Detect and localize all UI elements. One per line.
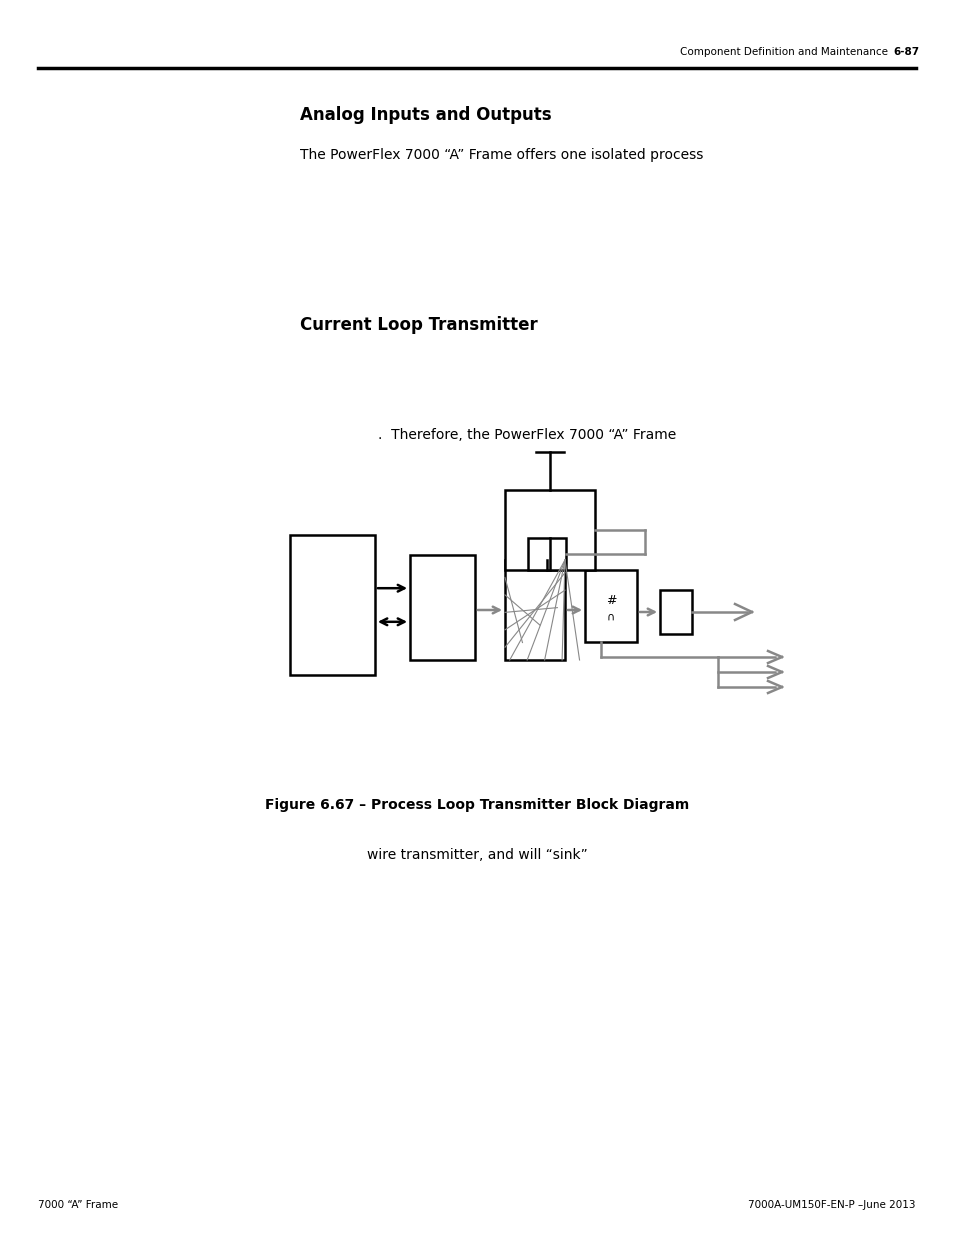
Text: Component Definition and Maintenance: Component Definition and Maintenance	[679, 47, 887, 57]
Bar	[504, 559, 564, 659]
Text: Analog Inputs and Outputs: Analog Inputs and Outputs	[299, 106, 551, 124]
Bar	[290, 535, 375, 676]
Text: Current Loop Transmitter: Current Loop Transmitter	[299, 316, 537, 333]
Text: ∩: ∩	[606, 611, 615, 621]
Bar	[584, 571, 637, 642]
Text: 7000 “A” Frame: 7000 “A” Frame	[38, 1200, 118, 1210]
Text: 7000A-UM150F-EN-P –June 2013: 7000A-UM150F-EN-P –June 2013	[748, 1200, 915, 1210]
Bar	[410, 555, 475, 659]
Text: The PowerFlex 7000 “A” Frame offers one isolated process: The PowerFlex 7000 “A” Frame offers one …	[299, 148, 702, 162]
Bar	[504, 490, 595, 571]
Text: #: #	[605, 594, 616, 606]
Text: .  Therefore, the PowerFlex 7000 “A” Frame: . Therefore, the PowerFlex 7000 “A” Fram…	[377, 429, 676, 442]
Text: Figure 6.67 – Process Loop Transmitter Block Diagram: Figure 6.67 – Process Loop Transmitter B…	[265, 798, 688, 811]
Text: 6-87: 6-87	[892, 47, 918, 57]
Bar	[527, 538, 565, 571]
Bar	[659, 590, 691, 634]
Text: wire transmitter, and will “sink”: wire transmitter, and will “sink”	[366, 848, 587, 862]
